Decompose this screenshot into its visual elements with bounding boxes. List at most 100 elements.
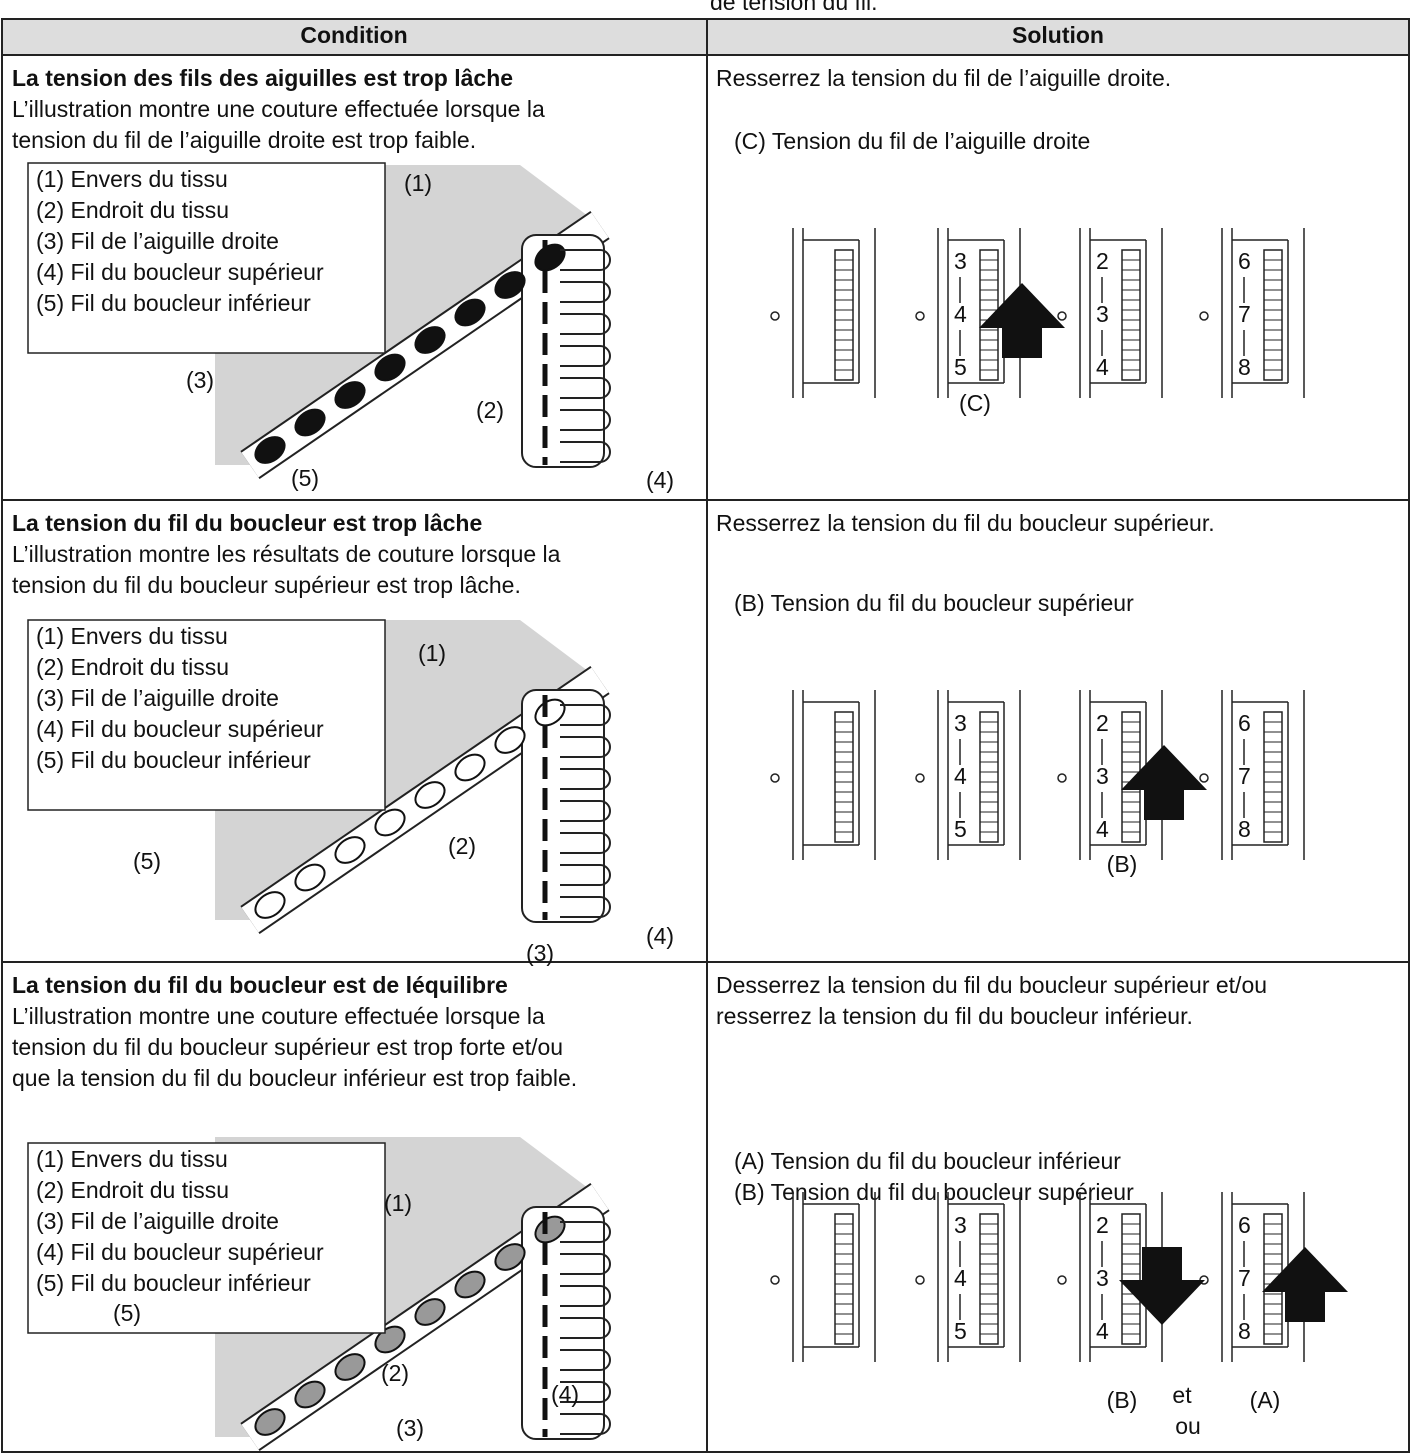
solution-text: resserrez la tension du fil du boucleur … <box>716 1003 1193 1029</box>
stitch-loop <box>414 781 446 809</box>
solution-caption: (A) Tension du fil du boucleur inférieur <box>734 1148 1121 1174</box>
arrow <box>1262 1247 1348 1322</box>
stitch-loop <box>414 326 446 354</box>
dial-scale <box>979 1213 999 1345</box>
dial-scale <box>834 249 854 381</box>
callout-label: (1) <box>418 640 446 666</box>
condition-text: L’illustration montre les résultats de c… <box>12 541 561 567</box>
dial-label: et <box>1172 1382 1192 1408</box>
callout-label: (2) <box>476 397 504 423</box>
dial-dot <box>915 311 925 321</box>
strip-loop <box>560 768 611 790</box>
strip-loop <box>560 441 611 463</box>
strip-loop <box>560 736 611 758</box>
stitch-loop <box>494 1243 526 1271</box>
condition-title: La tension du fil du boucleur est trop l… <box>12 510 482 536</box>
strip-loop <box>560 1413 611 1435</box>
dial-number: 2 <box>1096 1212 1109 1238</box>
strip-loop <box>560 704 611 726</box>
dial-number: 2 <box>1096 710 1109 736</box>
dial-dot <box>1199 311 1209 321</box>
stitch-loop <box>254 436 286 464</box>
header-row <box>1 18 1410 56</box>
legend-item: (2) Endroit du tissu <box>36 654 229 680</box>
dial-label: (B) <box>1107 1387 1138 1413</box>
stitch-loop <box>414 1298 446 1326</box>
callout-label: (4) <box>646 467 674 493</box>
callout-label: (4) <box>551 1381 579 1407</box>
dial-number: 6 <box>1238 710 1251 736</box>
dial-number: 4 <box>1096 1318 1109 1344</box>
strip-loop <box>560 896 611 918</box>
dial-number: 4 <box>1096 354 1109 380</box>
dial-scale <box>979 711 999 843</box>
strip-loop <box>560 1285 611 1307</box>
callout-label: (5) <box>113 1300 141 1326</box>
legend-item: (4) Fil du boucleur supérieur <box>36 259 324 285</box>
callout-label: (3) <box>186 367 214 393</box>
top-fragment: de tension du fil. <box>710 0 878 15</box>
dial-dot <box>1199 773 1209 783</box>
legend-item: (1) Envers du tissu <box>36 1146 228 1172</box>
dial-scale <box>1121 249 1141 381</box>
stitch-loop <box>254 1408 286 1436</box>
strip-loop <box>560 409 611 431</box>
strip-loop <box>560 864 611 886</box>
stitch-loop <box>294 863 326 892</box>
strip-loop <box>560 377 611 399</box>
arrow <box>979 283 1065 358</box>
dial-number: 3 <box>954 248 967 274</box>
dial-number: 4 <box>954 1265 967 1291</box>
callout-label: (3) <box>526 940 554 966</box>
stitch-loop <box>374 353 406 382</box>
condition-title: La tension du fil du boucleur est de léq… <box>12 972 508 998</box>
dial-dot <box>1057 1275 1067 1285</box>
callout-label: (1) <box>384 1190 412 1216</box>
legend-item: (4) Fil du boucleur supérieur <box>36 716 324 742</box>
dial-number: 3 <box>1096 1265 1109 1291</box>
dial-scale <box>1263 711 1283 843</box>
callout-label: (5) <box>291 465 319 491</box>
stitch-loop <box>494 271 526 299</box>
stitch-loop <box>334 836 366 864</box>
strip-loop <box>560 249 611 271</box>
legend-box <box>27 1142 386 1334</box>
legend-box <box>27 162 386 354</box>
dial-number: 3 <box>954 1212 967 1238</box>
dial-scale <box>834 711 854 843</box>
solution-caption: (B) Tension du fil du boucleur supérieur <box>734 590 1134 616</box>
legend-item: (3) Fil de l’aiguille droite <box>36 685 279 711</box>
callout-label: (2) <box>381 1360 409 1386</box>
legend-item: (5) Fil du boucleur inférieur <box>36 1270 311 1296</box>
legend-item: (3) Fil de l’aiguille droite <box>36 228 279 254</box>
condition-text: tension du fil du boucleur supérieur est… <box>12 572 521 598</box>
callout-label: (1) <box>404 170 432 196</box>
dial-number: 4 <box>954 301 967 327</box>
legend-item: (1) Envers du tissu <box>36 166 228 192</box>
strip-loop <box>560 1253 611 1275</box>
solution-text: Resserrez la tension du fil de l’aiguill… <box>716 65 1171 91</box>
dial-number: 7 <box>1238 301 1251 327</box>
dial-number: 7 <box>1238 763 1251 789</box>
dial-number: 6 <box>1238 248 1251 274</box>
strip-loop <box>560 1221 611 1243</box>
condition-title: La tension des fils des aiguilles est tr… <box>12 65 513 91</box>
strip-loop <box>560 800 611 822</box>
header-cell: Condition <box>300 22 407 48</box>
dial-number: 3 <box>1096 301 1109 327</box>
dial-number: 8 <box>1238 1318 1251 1344</box>
dial-number: 8 <box>1238 816 1251 842</box>
dial-scale <box>1121 1213 1141 1345</box>
condition-text: tension du fil du boucleur supérieur est… <box>12 1034 563 1060</box>
dial-number: 5 <box>954 1318 967 1344</box>
stitch-loop <box>254 891 286 919</box>
dial-label: ou <box>1175 1413 1201 1439</box>
dial-number: 7 <box>1238 1265 1251 1291</box>
callout-label: (5) <box>133 848 161 874</box>
legend-item: (2) Endroit du tissu <box>36 197 229 223</box>
dial-number: 5 <box>954 354 967 380</box>
dial-dot <box>1057 773 1067 783</box>
strip-loop <box>560 1317 611 1339</box>
stitch-loop <box>454 753 486 782</box>
